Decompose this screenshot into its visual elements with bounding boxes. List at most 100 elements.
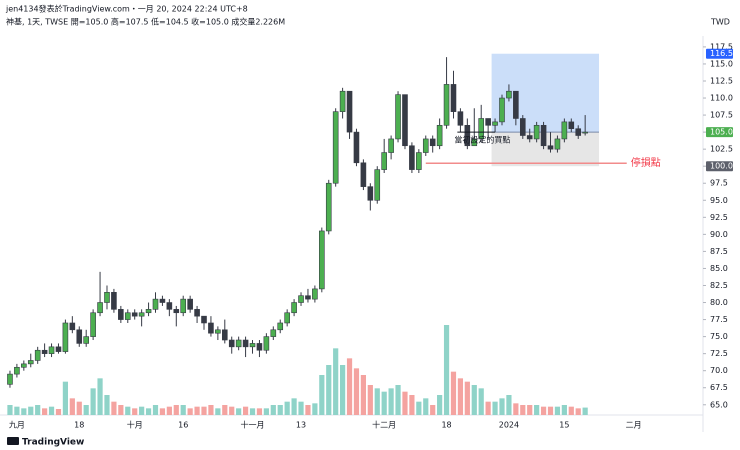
candle-body: [138, 312, 145, 317]
candle-body: [360, 162, 367, 187]
volume-bar: [374, 388, 380, 415]
volume-bar: [21, 408, 27, 415]
volume-bar: [48, 406, 55, 415]
candle-body: [582, 131, 588, 134]
volume-bar: [28, 406, 34, 415]
candle-body: [277, 322, 284, 331]
volume-bar: [139, 406, 145, 415]
candle-body: [41, 349, 48, 354]
y-tick-label: 107.5: [710, 111, 733, 120]
volume-bar: [340, 365, 346, 415]
candle-body: [485, 118, 491, 126]
candle-body: [506, 90, 512, 99]
candle-body: [443, 84, 450, 126]
x-tick-label: 十一月: [241, 420, 265, 430]
volume-bar: [69, 398, 75, 415]
candle-body: [298, 295, 304, 303]
candle-body: [256, 343, 263, 351]
y-tick-label: 72.5: [710, 349, 728, 358]
currency-label: TWD: [710, 18, 730, 27]
candle-body: [409, 145, 415, 170]
candle-body: [270, 329, 277, 337]
candle-body: [249, 343, 256, 348]
volume-bar: [125, 406, 131, 415]
candle-body: [319, 230, 325, 290]
volume-bar: [471, 385, 477, 415]
candle-body: [325, 182, 332, 232]
volume-bar: [326, 365, 332, 415]
candle-body: [561, 121, 568, 140]
candle-body: [422, 138, 429, 153]
y-tick-label: 85.0: [710, 264, 728, 273]
candle-body: [547, 145, 554, 150]
x-tick-label: 2024: [499, 421, 519, 430]
candle-body: [187, 298, 193, 310]
volume-bar: [513, 403, 519, 415]
candle-body: [519, 118, 526, 136]
volume-bar: [395, 385, 401, 415]
candle-body: [27, 360, 34, 365]
candle-body: [478, 118, 485, 140]
volume-bar: [83, 405, 89, 415]
candle-body: [374, 169, 381, 201]
volume-bar: [298, 401, 304, 415]
candle-body: [471, 138, 478, 147]
y-tick-label: 70.0: [710, 366, 728, 375]
volume-bar: [159, 408, 166, 415]
candle-body: [118, 309, 124, 320]
x-tick-label: 二月: [626, 421, 642, 430]
brand-name: TradingView: [22, 438, 84, 448]
volume-bar: [582, 407, 588, 415]
volume-bar: [132, 408, 138, 415]
volume-bar: [291, 398, 297, 415]
volume-bar: [388, 388, 394, 415]
candle-body: [235, 339, 242, 348]
x-tick-label: 18: [74, 421, 84, 430]
volume-bar: [540, 406, 547, 415]
y-tick-label: 82.5: [710, 281, 728, 290]
volume-bar: [568, 406, 574, 415]
candle-body: [152, 298, 159, 310]
volume-bar: [464, 381, 470, 415]
volume-bar: [485, 401, 491, 415]
volume-bar: [194, 406, 200, 415]
volume-bar: [215, 408, 221, 415]
candle-body: [201, 315, 207, 324]
y-tick-label: 117.5: [710, 42, 733, 51]
candle-body: [228, 339, 235, 348]
candle-body: [215, 329, 221, 334]
volume-bar: [534, 405, 540, 415]
candle-body: [332, 111, 339, 184]
volume-bar: [180, 405, 186, 415]
volume-bar: [575, 408, 581, 415]
candle-body: [242, 339, 249, 348]
candle-body: [464, 124, 471, 147]
volume-bar: [236, 408, 242, 415]
volume-bar: [478, 388, 484, 415]
volume-bar: [430, 405, 436, 415]
volume-bar: [457, 378, 464, 415]
volume-bar: [173, 405, 179, 415]
candle-body: [208, 322, 214, 334]
x-tick-label: 13: [296, 421, 306, 430]
x-tick-label: 16: [178, 421, 188, 430]
candle-body: [48, 346, 55, 354]
candle-body: [97, 302, 103, 314]
candle-body: [34, 349, 41, 361]
volume-bar: [527, 405, 533, 415]
candle-body: [429, 138, 436, 147]
volume-bar: [97, 378, 103, 415]
candle-body: [14, 366, 20, 375]
y-tick-label: 87.5: [710, 247, 728, 256]
candle-body: [381, 152, 387, 170]
chart-subtitle: 神基, 1天, TWSE 開=105.0 高=107.5 低=104.5 收=1…: [6, 17, 285, 27]
volume-bar: [450, 371, 457, 415]
volume-bar: [90, 388, 96, 415]
x-tick-label: 九月: [9, 421, 25, 430]
candle-body: [69, 322, 76, 331]
candle-body: [513, 90, 519, 119]
volume-bar: [222, 405, 228, 415]
y-tick-label: 65.0: [710, 400, 728, 409]
volume-bar: [62, 381, 69, 415]
x-tick-label: 18: [441, 421, 451, 430]
